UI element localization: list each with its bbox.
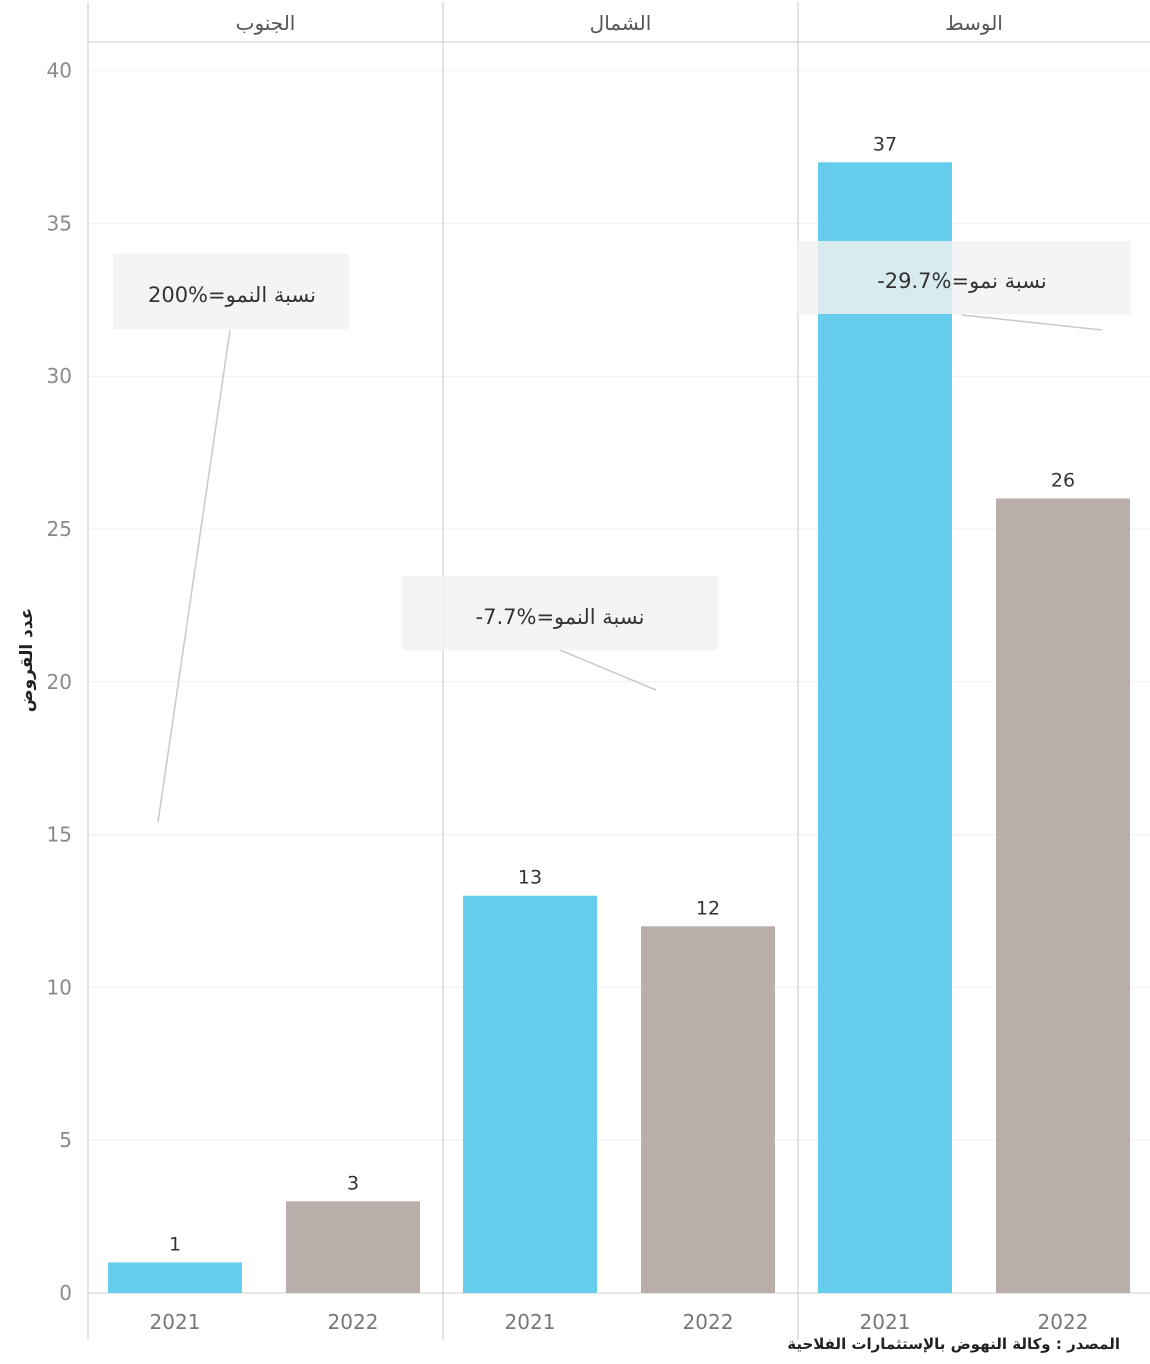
bar: [463, 895, 597, 1293]
data-label: 1: [169, 1233, 181, 1255]
annotation-box: [113, 254, 349, 329]
data-label: 13: [518, 867, 542, 889]
data-label: 3: [347, 1172, 359, 1194]
x-tick-label: 2021: [505, 1310, 556, 1334]
bar: [818, 162, 952, 1293]
annotation-text: -7.7%=نسبة النمو: [476, 605, 645, 629]
x-tick-label: 2022: [1038, 1310, 1089, 1334]
frame-layer: [87, 2, 1150, 1340]
x-tick-label: 2021: [150, 1310, 201, 1334]
x-tick-label: 2022: [683, 1310, 734, 1334]
y-tick-label: 25: [47, 517, 72, 541]
annotation-box: [402, 576, 718, 650]
annotation-leader-line: [157, 329, 231, 823]
y-tick-label: 30: [47, 364, 72, 388]
y-tick-label: 0: [59, 1281, 72, 1305]
data-label: 26: [1051, 469, 1075, 491]
annotation-text: 200%=نسبة النمو: [148, 283, 316, 307]
x-tick-label: 2022: [328, 1310, 379, 1334]
panel-title: الوسط: [945, 11, 1003, 35]
bar: [108, 1262, 242, 1293]
source-note: المصدر : وكالة النهوض بالإستثمارات الفلا…: [787, 1335, 1120, 1353]
annotation-text: -29.7%=نسبة نمو: [877, 269, 1047, 293]
y-tick-label: 35: [47, 211, 72, 235]
y-tick-label: 20: [47, 670, 72, 694]
panel-title: الجنوب: [236, 11, 296, 35]
x-tick-label: 2021: [860, 1310, 911, 1334]
y-tick-label: 10: [47, 975, 72, 999]
annotation-box: [797, 241, 1131, 314]
y-tick-label: 5: [59, 1128, 72, 1152]
annotations-layer: 200%=نسبة النمو -7.7%=نسبة النمو -29.7%=نس…: [113, 241, 1131, 823]
data-label: 12: [696, 897, 720, 919]
bar: [996, 498, 1130, 1293]
annotation-leader-line: [559, 649, 657, 691]
labels-layer: 0 5 10 15 20 25 30 35 40 عدد القروض الجنوب 1 2021 3 20…: [17, 11, 1088, 1334]
bars-layer: [108, 162, 1130, 1293]
y-axis-label: عدد القروض: [17, 608, 37, 713]
grid-layer: [88, 70, 1150, 1294]
bar: [641, 926, 775, 1293]
bar: [286, 1201, 420, 1293]
y-tick-label: 40: [47, 59, 72, 83]
data-label: 37: [873, 133, 897, 155]
annotation-leader-line: [961, 314, 1103, 331]
y-tick-label: 15: [47, 823, 72, 847]
panel-title: الشمال: [590, 11, 652, 35]
